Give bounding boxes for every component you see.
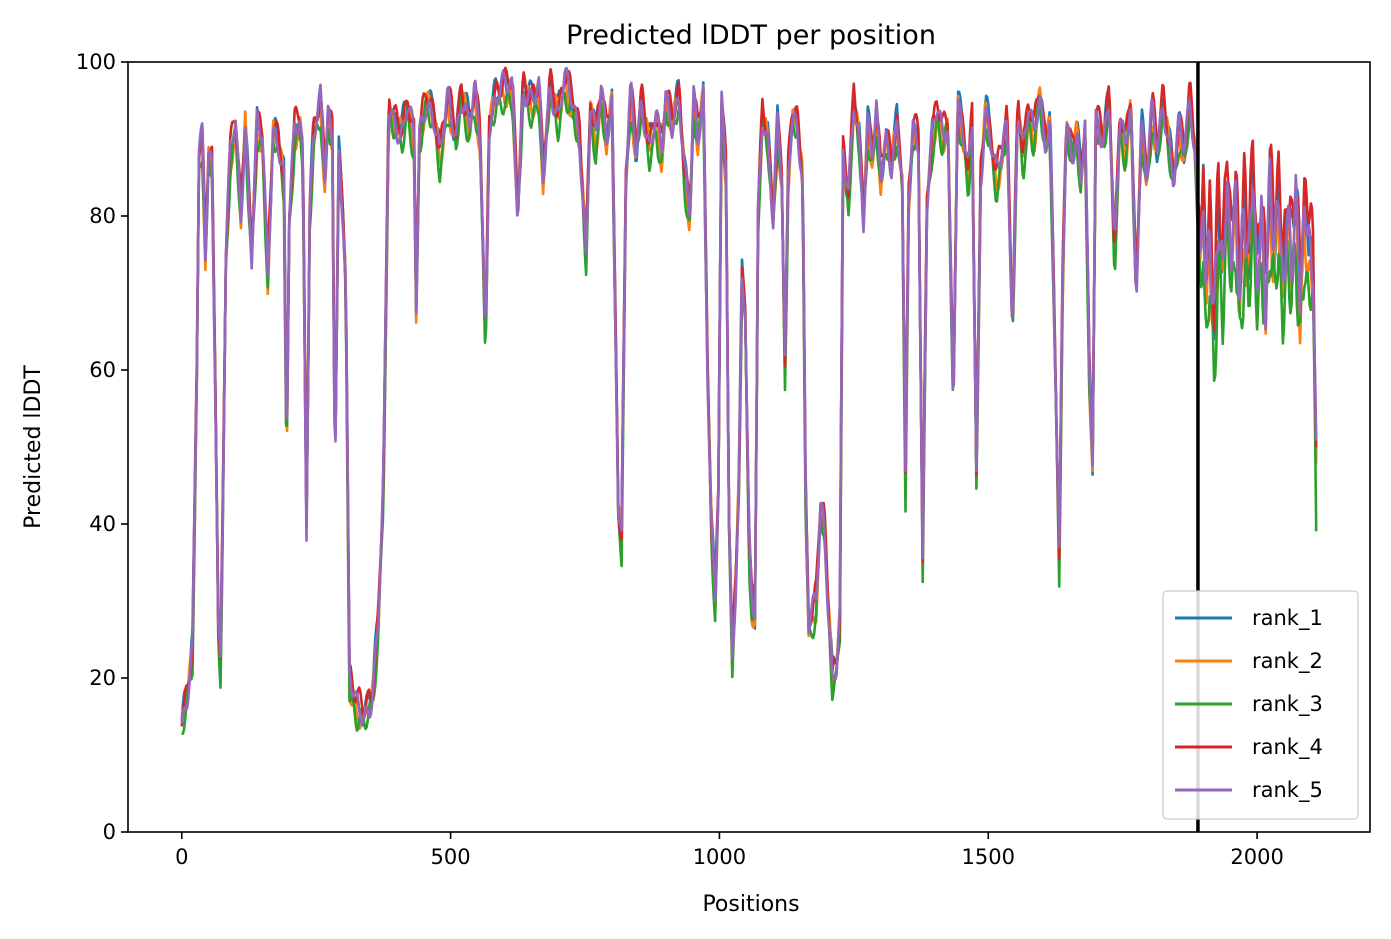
y-tick-label: 20 [89, 666, 116, 690]
x-tick-label: 1000 [693, 845, 746, 869]
series-line-rank_5 [180, 67, 1318, 725]
x-axis-label: Positions [702, 892, 799, 917]
y-axis: 0 20 40 60 80 100 [76, 50, 128, 844]
legend: rank_1 rank_2 rank_3 rank_4 rank_5 [1162, 590, 1359, 820]
legend-label-rank_4: rank_4 [1252, 735, 1323, 760]
x-tick-label: 0 [175, 845, 188, 869]
legend-label-rank_5: rank_5 [1252, 778, 1323, 803]
legend-label-rank_3: rank_3 [1252, 692, 1323, 717]
y-tick-label: 80 [89, 204, 116, 228]
y-tick-label: 40 [89, 512, 116, 536]
x-tick-label: 2000 [1230, 845, 1283, 869]
legend-box [1162, 590, 1359, 820]
x-tick-label: 1500 [962, 845, 1015, 869]
y-tick-label: 60 [89, 358, 116, 382]
chart-title: Predicted lDDT per position [566, 20, 936, 51]
x-axis: 0 500 1000 1500 2000 [175, 832, 1284, 869]
legend-label-rank_1: rank_1 [1252, 606, 1323, 631]
y-tick-label: 0 [103, 820, 116, 844]
y-tick-label: 100 [76, 50, 116, 74]
plot-frame [127, 61, 1371, 833]
y-axis-label: Predicted lDDT [21, 365, 46, 529]
series-layer [180, 66, 1318, 735]
x-tick-label: 500 [431, 845, 471, 869]
legend-label-rank_2: rank_2 [1252, 649, 1323, 674]
